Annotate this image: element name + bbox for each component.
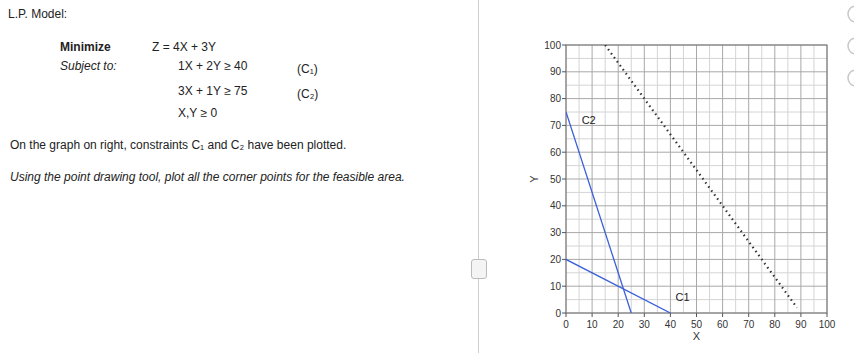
tick: [562, 45, 566, 46]
grid-line: [566, 125, 827, 126]
tick: [696, 313, 697, 317]
tick: [618, 313, 619, 317]
tick: [562, 259, 566, 260]
objective: Z = 4X + 3Y: [152, 40, 216, 54]
tick-label: 30: [639, 319, 651, 330]
tick-label: 90: [795, 319, 807, 330]
divider: [478, 0, 479, 353]
grid-line: [566, 152, 827, 153]
tick: [562, 179, 566, 180]
objective-line: [605, 45, 797, 308]
tick: [562, 98, 566, 99]
chart: 0 10 20 30 40 50 60 70 80 90 100 0 10 20 30 40 50 60 70 80 9…: [0, 0, 854, 353]
annotation: C2: [582, 114, 596, 126]
tick-label: 20: [550, 254, 562, 265]
heading: L.P. Model:: [8, 7, 67, 21]
tick: [670, 313, 671, 317]
tick-label: 50: [550, 174, 562, 185]
tick-label: 80: [550, 93, 562, 104]
grid-line: [566, 205, 827, 206]
tick-label: 70: [550, 120, 562, 131]
tick-label: 40: [550, 200, 562, 211]
plot-area: [566, 45, 827, 313]
tick: [644, 313, 645, 317]
tick: [562, 232, 566, 233]
tick-label: 80: [769, 319, 781, 330]
subject-to: Subject to:: [60, 59, 117, 73]
tick-label: 30: [550, 227, 562, 238]
tool-icon[interactable]: [848, 38, 854, 54]
objective-sense: Minimize: [60, 40, 111, 54]
tick: [722, 313, 723, 317]
constraint: X,Y ≥ 0: [178, 106, 217, 120]
tool-icon[interactable]: [848, 6, 854, 22]
tick-label: 90: [550, 66, 562, 77]
constraint-label: (C₁): [297, 62, 318, 76]
grid-line: [566, 71, 827, 72]
axis-label: X: [693, 330, 701, 342]
tick: [562, 286, 566, 287]
grid-line: [566, 259, 827, 260]
panel-handle[interactable]: [471, 259, 487, 279]
axis-label: Y: [528, 175, 540, 183]
tick: [562, 313, 566, 314]
tool-icon[interactable]: [848, 70, 854, 86]
annotation: C1: [676, 291, 690, 303]
tick: [562, 152, 566, 153]
tick: [800, 313, 801, 317]
tick-label: 40: [665, 319, 677, 330]
tick: [562, 71, 566, 72]
tick: [566, 313, 567, 317]
tick-label: 60: [550, 147, 562, 158]
tick: [562, 125, 566, 126]
tick-label: 20: [613, 319, 625, 330]
tick-label: 10: [550, 281, 562, 292]
tick: [774, 313, 775, 317]
tick-label: 0: [563, 319, 569, 330]
grid-line: [566, 286, 827, 287]
plot-frame: [566, 45, 827, 313]
tick-label: 60: [717, 319, 729, 330]
constraint: 3X + 1Y ≥ 75: [178, 84, 247, 98]
grid-line: [566, 179, 827, 180]
instruction: Using the point drawing tool, plot all t…: [10, 170, 405, 184]
constraint-line: [566, 259, 670, 313]
grid-line: [566, 98, 827, 99]
constraint: 1X + 2Y ≥ 40: [178, 59, 247, 73]
tick: [827, 313, 828, 317]
tick-label: 70: [743, 319, 755, 330]
tick-label: 0: [555, 308, 561, 319]
tick: [592, 313, 593, 317]
series-group: [566, 45, 797, 313]
note: On the graph on right, constraints C₁ an…: [10, 138, 346, 152]
tick: [562, 205, 566, 206]
tick: [748, 313, 749, 317]
tick-label: 50: [691, 319, 703, 330]
tick-label: 100: [819, 319, 836, 330]
tick-label: 100: [544, 40, 561, 51]
constraint-label: (C₂): [297, 87, 318, 101]
constraint-line: [566, 112, 631, 313]
tick-label: 10: [587, 319, 599, 330]
